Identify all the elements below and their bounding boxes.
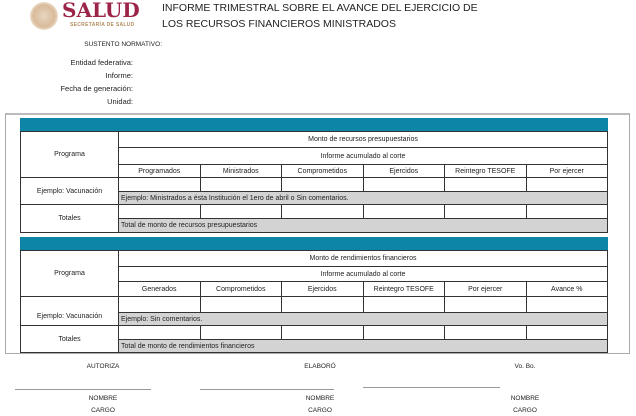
cell[interactable] — [444, 204, 527, 219]
cell[interactable] — [199, 204, 282, 219]
example-row-label: Ejemplo: Vacunación — [20, 296, 119, 326]
col-header: Avance % — [525, 281, 608, 297]
signature-position: CARGO — [91, 407, 115, 414]
col-header: Reintegro TESOFE — [444, 164, 527, 178]
col-header: Por ejercer — [525, 164, 608, 178]
fecha-label: Fecha de generación: — [60, 84, 133, 93]
programa-header: Programa — [20, 250, 119, 297]
table-subtitle: Informe acumulado al corte — [118, 266, 608, 282]
signature-name: NOMBRE — [88, 395, 118, 402]
cell[interactable] — [118, 177, 201, 192]
col-header: Generados — [118, 281, 201, 297]
cell[interactable] — [118, 325, 201, 340]
report-title-line1: INFORME TRIMESTRAL SOBRE EL AVANCE DEL E… — [162, 2, 478, 14]
cell[interactable] — [362, 204, 445, 219]
cell[interactable] — [444, 325, 527, 340]
cell[interactable] — [362, 325, 445, 340]
cell[interactable] — [281, 177, 364, 192]
cell[interactable] — [281, 325, 364, 340]
cell[interactable] — [281, 204, 364, 219]
table-title: Monto de rendimientos financieros — [118, 250, 608, 267]
signature-role: Vo. Bo. — [514, 363, 536, 370]
cell[interactable] — [362, 296, 445, 313]
cell[interactable] — [444, 296, 527, 313]
signature-line — [363, 387, 500, 388]
section-bar-2 — [20, 237, 608, 250]
col-header: Ejercidos — [362, 164, 445, 178]
signature-role: ELABORÓ — [304, 363, 336, 370]
entidad-label: Entidad federativa: — [70, 58, 133, 67]
col-header: Programados — [118, 164, 201, 178]
signature-line — [15, 389, 151, 390]
signature-line — [200, 389, 334, 390]
returns-table: Programa Monto de rendimientos financiero… — [20, 250, 608, 353]
example-note: Ejemplo: Ministrados a ésta Institución … — [118, 191, 608, 205]
logo-text: SALUD — [62, 0, 140, 20]
table-title: Monto de recursos presupuestarios — [118, 131, 608, 148]
signature-position: CARGO — [513, 407, 537, 414]
signature-position: CARGO — [308, 407, 332, 414]
totals-note: Total de monto de rendimientos financier… — [118, 339, 608, 353]
cell[interactable] — [525, 177, 608, 192]
report-frame — [5, 113, 630, 354]
cell[interactable] — [281, 296, 364, 313]
totals-note: Total de monto de recursos presupuestari… — [118, 218, 608, 233]
informe-label: Informe: — [105, 71, 133, 80]
signature-name: NOMBRE — [510, 395, 540, 402]
cell[interactable] — [199, 325, 282, 340]
report-title-line2: LOS RECURSOS FINANCIEROS MINISTRADOS — [162, 18, 396, 30]
col-header: Comprometidos — [281, 164, 364, 178]
cell[interactable] — [199, 296, 282, 313]
cell[interactable] — [199, 177, 282, 192]
totals-label: Totales — [20, 204, 119, 233]
totals-label: Totales — [20, 325, 119, 353]
table-subtitle: Informe acumulado al corte — [118, 147, 608, 165]
col-header: Reintegro TESOFE — [362, 281, 445, 297]
col-header: Ministrados — [199, 164, 282, 178]
signature-name: NOMBRE — [305, 395, 335, 402]
sustento-label: SUSTENTO NORMATIVO: — [84, 41, 162, 48]
cell[interactable] — [525, 204, 608, 219]
unidad-label: Unidad: — [107, 97, 133, 106]
example-row-label: Ejemplo: Vacunación — [20, 177, 119, 205]
budget-table: Programa Monto de recursos presupuestario… — [20, 131, 608, 233]
cell[interactable] — [525, 325, 608, 340]
logo-subtitle: SECRETARÍA DE SALUD — [70, 22, 135, 28]
signature-role: AUTORIZA — [86, 363, 120, 370]
coat-of-arms-icon — [30, 2, 58, 30]
cell[interactable] — [118, 204, 201, 219]
col-header: Por ejercer — [444, 281, 527, 297]
example-note: Ejemplo: Sin comentarios. — [118, 312, 608, 326]
col-header: Ejercidos — [281, 281, 364, 297]
col-header: Comprometidos — [199, 281, 282, 297]
cell[interactable] — [525, 296, 608, 313]
programa-header: Programa — [20, 131, 119, 178]
cell[interactable] — [362, 177, 445, 192]
section-bar-1 — [20, 118, 608, 131]
cell[interactable] — [118, 296, 201, 313]
cell[interactable] — [444, 177, 527, 192]
